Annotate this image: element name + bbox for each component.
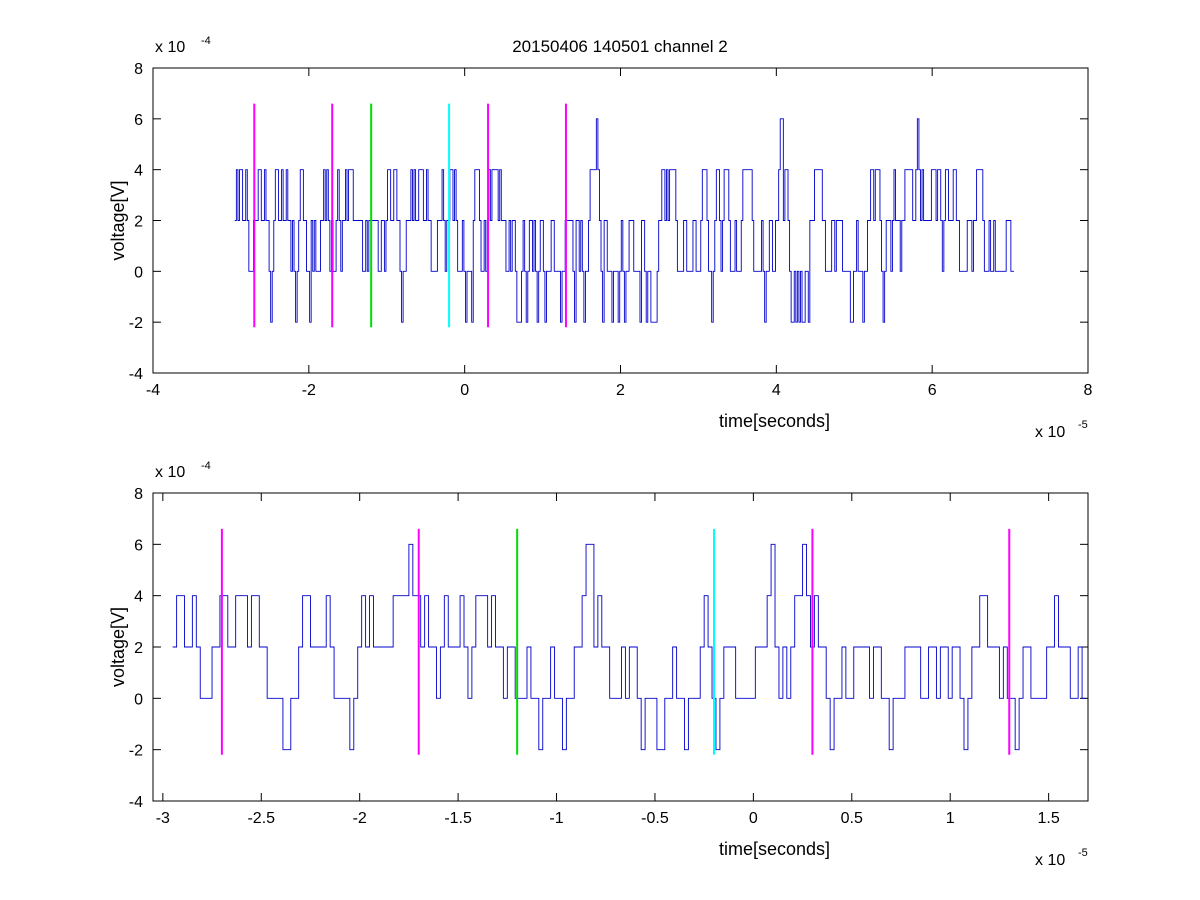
x-tick-label: -1.5: [444, 810, 472, 827]
x-exponent-label: x 10: [1035, 852, 1065, 869]
y-tick-label: -4: [129, 366, 143, 383]
y-tick-label: 0: [134, 264, 143, 281]
y-exponent-power: -4: [201, 35, 211, 47]
x-tick-label: 8: [1084, 382, 1093, 399]
x-tick-label: -4: [146, 382, 160, 399]
x-tick-label: -2: [302, 382, 316, 399]
y-exponent-power: -4: [201, 460, 211, 472]
x-tick-label: -0.5: [641, 810, 669, 827]
y-tick-label: 2: [134, 214, 143, 231]
x-tick-label: -2: [353, 810, 367, 827]
x-exponent-power: -5: [1078, 419, 1088, 431]
x-tick-label: 6: [928, 382, 937, 399]
y-tick-label: 4: [134, 589, 143, 606]
y-tick-label: 8: [134, 61, 143, 78]
x-tick-label: 0: [460, 382, 469, 399]
x-tick-label: 0.5: [841, 810, 863, 827]
y-tick-label: 2: [134, 640, 143, 657]
y-tick-label: -2: [129, 743, 143, 760]
x-axis-label: time[seconds]: [719, 411, 830, 431]
x-tick-label: 2: [616, 382, 625, 399]
y-axis-label: voltage[V]: [108, 180, 128, 260]
voltage-trace: [234, 118, 1014, 323]
x-exponent-label: x 10: [1035, 424, 1065, 441]
x-tick-label: 4: [772, 382, 781, 399]
x-tick-label: -3: [156, 810, 170, 827]
x-tick-label: -1: [549, 810, 563, 827]
y-exponent-label: x 10: [155, 39, 185, 56]
y-tick-label: -4: [129, 794, 143, 811]
y-tick-label: 6: [134, 537, 143, 554]
bottom-plot: -3 -2.5 -2 -1.5 -1 -0.5 0 0.5 1 1.5 -4 -2 0 2 4 6 8 time[…: [108, 460, 1089, 869]
y-tick-label: 4: [134, 163, 143, 180]
x-tick-label: -2.5: [247, 810, 275, 827]
y-tick-label: 6: [134, 112, 143, 129]
x-tick-label: 0: [749, 810, 758, 827]
x-axis-label: time[seconds]: [719, 839, 830, 859]
figure-title: 20150406 140501 channel 2: [512, 37, 728, 56]
top-plot: -4 -2 0 2 4 6 8 -4 -2 0 2 4 6 8 time[seconds] voltage[V…: [108, 35, 1093, 441]
voltage-trace: [172, 543, 1087, 751]
y-axis-label: voltage[V]: [108, 607, 128, 687]
x-tick-label: 1: [946, 810, 955, 827]
y-exponent-label: x 10: [155, 464, 185, 481]
y-tick-label: -2: [129, 315, 143, 332]
x-tick-label: 1.5: [1038, 810, 1060, 827]
y-tick-label: 8: [134, 486, 143, 503]
x-exponent-power: -5: [1078, 847, 1088, 859]
y-tick-label: 0: [134, 691, 143, 708]
